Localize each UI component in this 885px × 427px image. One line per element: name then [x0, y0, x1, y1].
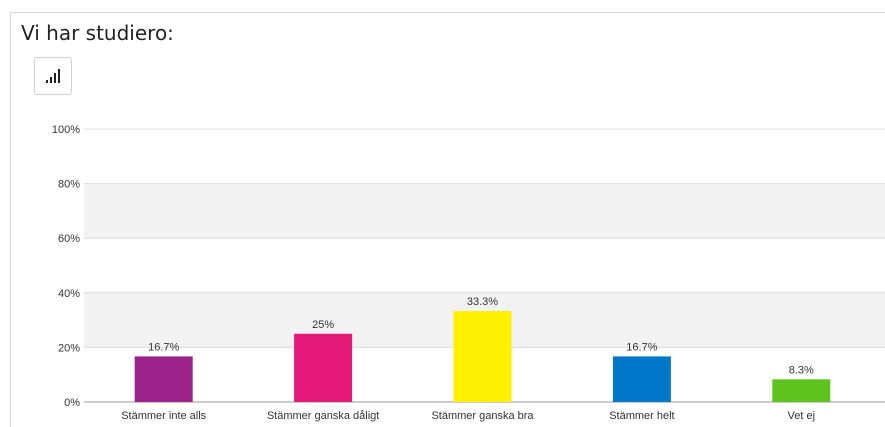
data-label: 25% — [312, 319, 334, 331]
y-tick-label: 40% — [58, 288, 80, 300]
question-title: Vi har studiero: — [21, 21, 174, 45]
x-tick-label: Stämmer helt — [609, 410, 674, 422]
data-label: 8.3% — [789, 364, 814, 376]
y-tick-label: 80% — [58, 179, 80, 191]
x-tick-label: Vet ej — [788, 410, 816, 422]
chart-type-button[interactable] — [34, 57, 72, 95]
bar — [453, 311, 512, 402]
data-label: 16.7% — [148, 341, 179, 353]
plot-band — [84, 183, 885, 239]
y-tick-label: 100% — [52, 124, 80, 136]
data-label: 16.7% — [626, 341, 657, 353]
bar — [772, 379, 831, 402]
bar — [134, 356, 193, 402]
y-tick-label: 60% — [58, 233, 80, 245]
bar-chart-icon — [46, 69, 60, 83]
x-tick-label: Stämmer ganska bra — [431, 410, 534, 422]
x-tick-label: Stämmer inte alls — [121, 410, 206, 422]
x-tick-label: Stämmer ganska dåligt — [267, 410, 380, 422]
bar — [294, 333, 353, 402]
bar — [612, 356, 671, 402]
data-label: 33.3% — [467, 296, 498, 308]
y-tick-label: 0% — [64, 397, 80, 409]
y-tick-label: 20% — [58, 342, 80, 354]
